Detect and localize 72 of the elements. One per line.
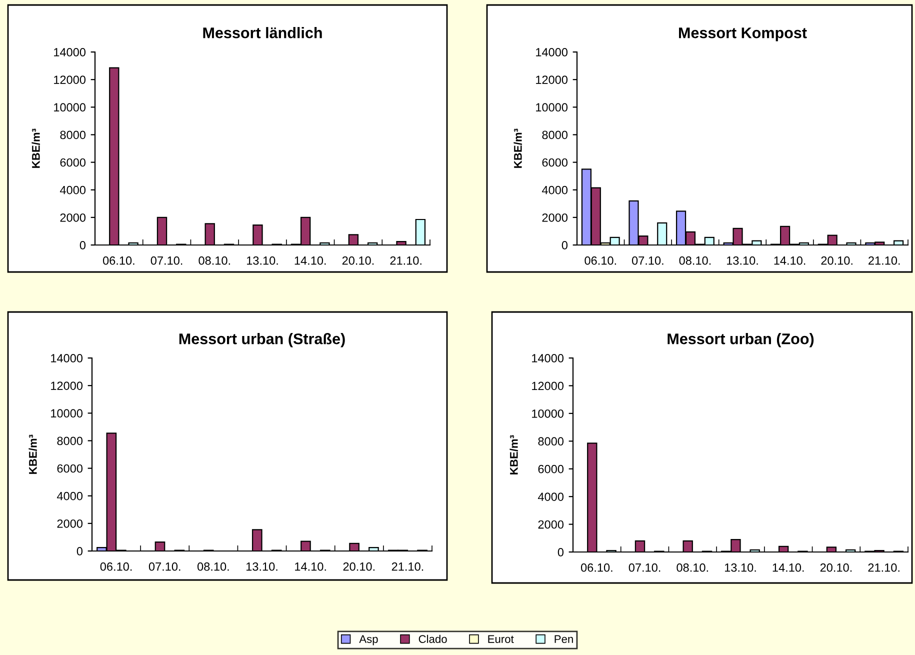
- y-tick-label: 4000: [538, 492, 564, 501]
- chart-title: Messort urban (Straße): [179, 333, 345, 348]
- chart-title: Messort Kompost: [679, 28, 807, 42]
- x-tick-label: 21.10.: [868, 256, 900, 265]
- x-tick-label: 20.10.: [343, 562, 374, 571]
- y-tick-label: 4000: [60, 186, 86, 194]
- y-tick-label: 10000: [536, 103, 568, 112]
- x-tick-label: 14.10.: [294, 256, 326, 265]
- y-tick-label: 14000: [54, 48, 86, 56]
- x-tick-label: 08.10.: [198, 256, 230, 265]
- x-tick-label: 20.10.: [820, 563, 852, 572]
- y-tick-label: 6000: [538, 464, 564, 474]
- legend-label: Clado: [418, 634, 447, 644]
- y-tick-label: 12000: [51, 382, 83, 390]
- y-tick-label: 2000: [60, 213, 86, 222]
- y-axis-title: KBE/m³: [514, 128, 522, 168]
- y-tick-label: 8000: [60, 130, 86, 140]
- y-tick-label: 0: [558, 548, 564, 556]
- x-tick-label: 06.10.: [100, 562, 132, 571]
- x-tick-label: 14.10.: [772, 563, 804, 572]
- y-tick-label: 10000: [54, 103, 86, 112]
- x-tick-label: 13.10.: [724, 563, 756, 572]
- y-tick-label: 0: [80, 241, 86, 250]
- chart-title: Messort ländlich: [203, 27, 322, 38]
- x-tick-label: 07.10.: [150, 256, 182, 265]
- y-tick-label: 14000: [532, 354, 564, 362]
- x-tick-label: 20.10.: [342, 256, 374, 265]
- y-tick-label: 2000: [538, 520, 564, 529]
- x-tick-label: 14.10.: [295, 562, 326, 571]
- chart-title: Messort urban (Zoo): [668, 333, 814, 348]
- x-tick-label: 06.10.: [102, 256, 134, 265]
- y-tick-label: 12000: [532, 382, 564, 390]
- y-tick-label: 6000: [57, 464, 83, 473]
- x-tick-label: 21.10.: [390, 256, 422, 265]
- x-tick-label: 13.10.: [246, 562, 278, 571]
- x-tick-label: 21.10.: [392, 562, 424, 571]
- y-tick-label: 4000: [56, 492, 83, 500]
- x-tick-label: 14.10.: [774, 256, 806, 265]
- legend-label: Asp: [359, 635, 378, 646]
- y-tick-label: 14000: [536, 48, 568, 56]
- x-tick-label: 06.10.: [580, 563, 612, 572]
- y-tick-label: 6000: [542, 158, 568, 167]
- legend-label: Pen: [554, 635, 573, 644]
- y-tick-label: 0: [76, 547, 83, 556]
- x-tick-label: 07.10.: [632, 256, 664, 265]
- y-tick-label: 12000: [54, 76, 86, 84]
- x-tick-label: 07.10.: [148, 562, 180, 571]
- y-tick-label: 10000: [532, 409, 564, 418]
- y-tick-label: 8000: [542, 130, 568, 140]
- x-tick-label: 08.10.: [197, 562, 229, 571]
- y-axis-title: KBE/m³: [28, 434, 37, 474]
- x-tick-label: 13.10.: [246, 256, 278, 265]
- y-tick-label: 2000: [542, 213, 568, 222]
- y-tick-label: 6000: [60, 158, 86, 167]
- x-tick-label: 08.10.: [679, 256, 711, 265]
- y-tick-label: 4000: [542, 186, 568, 194]
- y-tick-label: 8000: [538, 437, 564, 446]
- y-tick-label: 0: [562, 241, 568, 250]
- y-axis-title: KBE/m³: [32, 128, 40, 168]
- y-tick-label: 12000: [536, 76, 568, 84]
- x-tick-label: 21.10.: [868, 563, 900, 572]
- y-axis-title: KBE/m³: [510, 435, 518, 474]
- x-tick-label: 07.10.: [628, 563, 660, 572]
- x-tick-label: 08.10.: [676, 563, 708, 572]
- y-tick-label: 2000: [57, 519, 83, 528]
- x-tick-label: 06.10.: [584, 256, 616, 265]
- legend-label: Eurot: [488, 635, 514, 644]
- y-tick-label: 14000: [51, 354, 83, 362]
- x-tick-label: 13.10.: [726, 256, 758, 265]
- y-tick-label: 10000: [51, 409, 83, 418]
- y-tick-label: 8000: [57, 436, 83, 446]
- x-tick-label: 20.10.: [821, 256, 852, 265]
